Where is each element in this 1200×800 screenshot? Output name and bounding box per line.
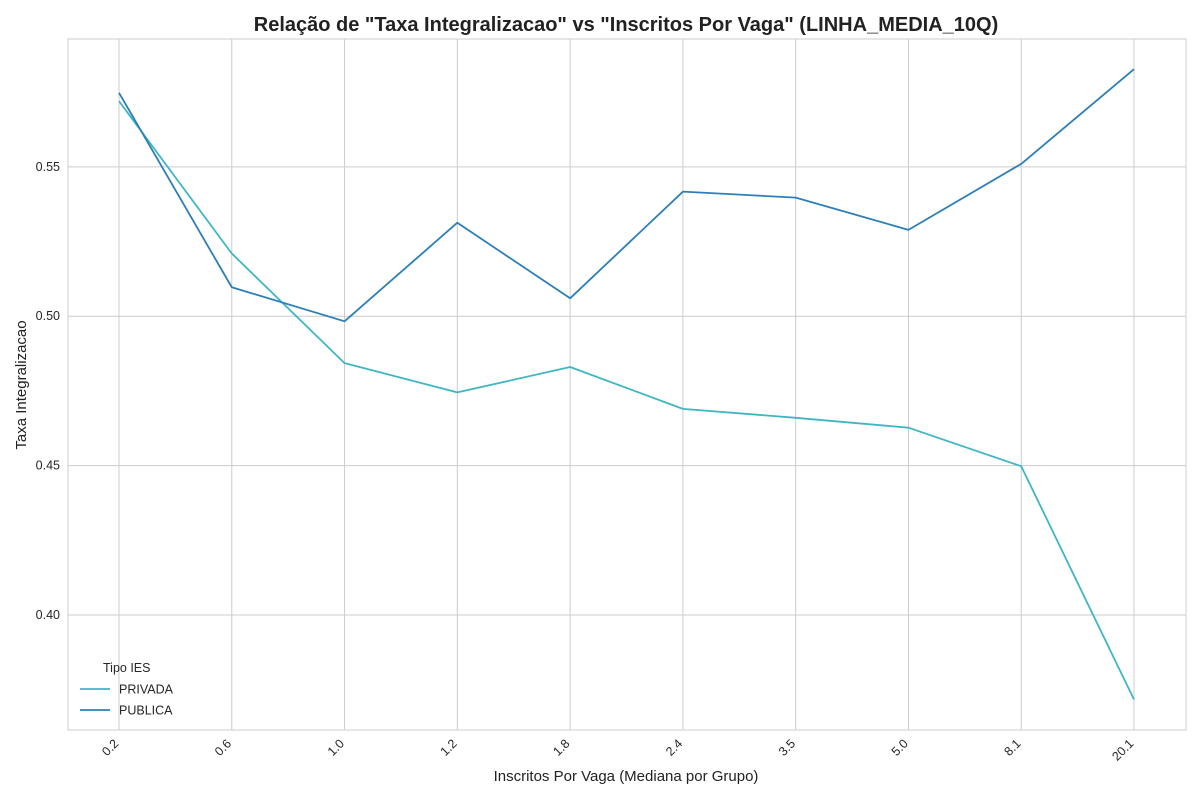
series-line-privada xyxy=(118,100,1135,700)
x-tick-label: 1.2 xyxy=(438,737,460,759)
y-tick-label: 0.40 xyxy=(36,608,60,622)
legend-label-privada: PRIVADA xyxy=(119,683,174,697)
x-tick-label: 8.1 xyxy=(1001,737,1023,759)
chart-title: Relação de "Taxa Integralizacao" vs "Ins… xyxy=(254,14,998,36)
x-tick-label: 20.1 xyxy=(1109,737,1136,764)
x-tick-label: 1.0 xyxy=(325,737,347,759)
x-axis-ticks: 0.2 0.6 1.0 1.2 1.8 2.4 3.5 5.0 8.1 20.1 xyxy=(99,737,1136,764)
legend-label-publica: PUBLICA xyxy=(119,704,173,718)
series-layer xyxy=(118,68,1135,700)
series-line-publica xyxy=(118,68,1135,323)
legend-title: Tipo IES xyxy=(103,661,150,675)
x-tick-label: 2.4 xyxy=(663,737,685,759)
y-tick-label: 0.45 xyxy=(36,459,60,473)
x-tick-label: 0.6 xyxy=(212,737,234,759)
x-tick-label: 0.2 xyxy=(99,737,121,759)
grid xyxy=(68,39,1186,730)
x-tick-label: 3.5 xyxy=(776,737,798,759)
y-tick-label: 0.55 xyxy=(36,160,60,174)
plot-area xyxy=(67,38,1187,731)
y-axis-ticks: 0.40 0.45 0.50 0.55 xyxy=(36,160,60,622)
x-tick-label: 1.8 xyxy=(550,737,572,759)
y-axis-label: Taxa Integralizacao xyxy=(13,320,30,449)
legend: Tipo IES PRIVADA PUBLICA xyxy=(80,661,174,718)
x-axis-label: Inscritos Por Vaga (Mediana por Grupo) xyxy=(494,768,759,785)
legend-items: PRIVADA PUBLICA xyxy=(80,683,174,718)
y-tick-label: 0.50 xyxy=(36,309,60,323)
x-tick-label: 5.0 xyxy=(889,737,911,759)
